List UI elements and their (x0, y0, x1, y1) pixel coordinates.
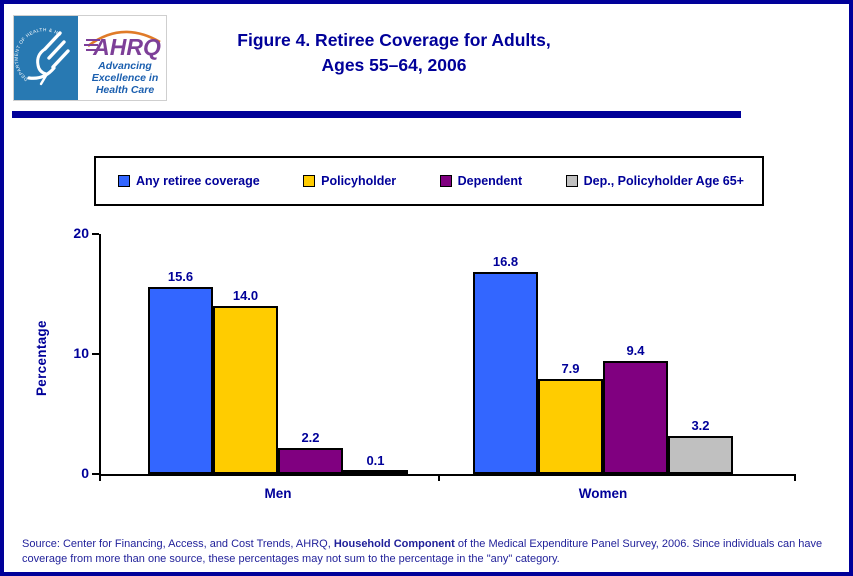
bar-men-3 (278, 448, 343, 474)
legend-item: Dep., Policyholder Age 65+ (565, 174, 744, 188)
ahrq-tagline-3: Health Care (96, 84, 155, 96)
legend-item: Policyholder (303, 174, 396, 188)
ahrq-acronym: AHRQ (92, 34, 161, 60)
legend-label: Any retiree coverage (136, 174, 260, 188)
legend-item: Dependent (439, 174, 523, 188)
legend-swatch-icon (565, 175, 578, 187)
y-tick-mark (92, 473, 99, 475)
plot-area: 0 10 20 15.6 14.0 2.2 0.1 Men 16.8 7.9 9.4 3.2 Women (73, 225, 796, 501)
legend-swatch-icon (303, 175, 316, 187)
source-text-suffix: of the Medical Expenditure Panel Survey,… (22, 538, 823, 565)
chart-legend: Any retiree coverage Policyholder Dependen… (94, 156, 764, 206)
ahrq-tagline-2: Excellence in (92, 72, 159, 84)
figure-title-line1: Figure 4. Retiree Coverage for Adults, (237, 30, 551, 50)
legend-swatch-icon (439, 175, 452, 187)
source-note: Source: Center for Financing, Access, an… (22, 537, 834, 567)
hhs-logo: DEPARTMENT OF HEALTH & HUMAN SERVICES • … (12, 12, 80, 100)
bar-value-label: 0.1 (366, 453, 385, 468)
ahrq-tagline-1: Advancing (97, 60, 152, 72)
bar-men-1 (148, 287, 213, 474)
source-text-bold: Household Component (333, 538, 455, 550)
bar-value-label: 15.6 (167, 269, 194, 284)
ahrq-logo-art: AHRQ Advancing Excellence in Health Care (84, 30, 161, 96)
bar-women-3 (603, 361, 668, 474)
bar-men-4 (343, 470, 408, 474)
x-tick-mark (438, 474, 440, 481)
bar-men-2 (213, 306, 278, 474)
ahrq-arc-icon (87, 30, 161, 48)
legend-label: Dependent (457, 174, 523, 188)
y-tick-mark (92, 233, 99, 235)
y-tick-label: 20 (73, 225, 89, 241)
y-tick-mark (92, 353, 99, 355)
category-label-men: Men (264, 486, 292, 501)
bar-women-4 (668, 436, 733, 474)
legend-label: Policyholder (321, 174, 397, 188)
legend-label: Dep., Policyholder Age 65+ (583, 174, 744, 188)
y-axis-title: Percentage (34, 320, 49, 396)
source-text-prefix: Source: Center for Financing, Access, an… (22, 538, 334, 550)
bar-value-label: 7.9 (561, 361, 580, 376)
bar-value-label: 14.0 (232, 288, 259, 303)
ahrq-hhs-logo: DEPARTMENT OF HEALTH & HUMAN SERVICES • … (12, 12, 167, 101)
bar-value-label: 16.8 (492, 254, 519, 269)
bar-women-2 (538, 379, 603, 474)
legend-swatch-icon (118, 175, 130, 187)
header-divider-bar (12, 111, 741, 118)
figure-title-line2: Ages 55–64, 2006 (321, 55, 467, 76)
bar-women-1 (473, 272, 538, 474)
figure-title: Figure 4. Retiree Coverage for Adults, A… (134, 28, 654, 79)
x-tick-mark (99, 474, 101, 481)
ahrq-logo: AHRQ Advancing Excellence in Health Care (80, 16, 166, 100)
y-tick-label: 0 (81, 465, 89, 481)
y-tick-label: 10 (73, 345, 89, 361)
x-tick-mark (794, 474, 796, 481)
bar-value-label: 3.2 (691, 418, 710, 433)
legend-item: Any retiree coverage (118, 174, 260, 188)
bar-value-label: 2.2 (301, 430, 320, 445)
category-label-women: Women (578, 486, 628, 501)
bar-value-label: 9.4 (626, 343, 645, 358)
hhs-eagle-icon: DEPARTMENT OF HEALTH & HUMAN SERVICES • … (12, 12, 70, 86)
